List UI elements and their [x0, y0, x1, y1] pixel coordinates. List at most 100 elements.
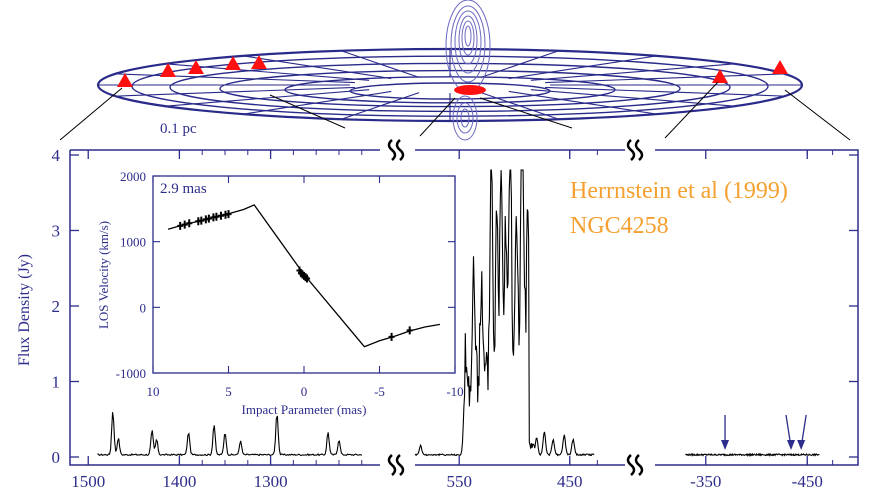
inset-x-tick-label: 5 [225, 384, 232, 399]
disk-spoke [115, 73, 355, 84]
x-tick-label: 1300 [254, 472, 288, 491]
axis-break-stroke [634, 139, 644, 161]
spectrum-trace-redshifted [97, 412, 363, 457]
disk-spoke [243, 55, 392, 80]
axis-break-marker [387, 139, 405, 161]
inset-y-tick-label: -1000 [116, 366, 146, 381]
jet-contour-north [454, 10, 482, 74]
left-axis [69, 150, 380, 466]
feature-arrow-head [797, 440, 806, 450]
connector-lines [59, 81, 851, 141]
disk-spoke [480, 92, 559, 120]
connector-line [269, 94, 346, 129]
x-tick-label: 550 [446, 472, 472, 491]
axis-break-stroke [395, 454, 405, 476]
connector-line [419, 97, 456, 137]
axis-middle [415, 149, 625, 466]
warped-disk-illustration [96, 0, 804, 141]
inset-data-point [181, 220, 188, 229]
x-tick-label: -350 [690, 472, 721, 491]
inset-data-point [304, 274, 311, 283]
y-tick-label: 3 [52, 222, 61, 241]
feature-arrow-head [721, 440, 730, 450]
jet-contour-north [461, 20, 475, 56]
spectrum-trace-blueshifted [685, 452, 820, 457]
jet-contour-north [450, 5, 486, 83]
jet-contour-north [458, 15, 478, 65]
maser-spot [712, 69, 728, 83]
disk-spoke [530, 63, 735, 81]
disk-spoke [545, 86, 785, 97]
jet-contour-south [452, 95, 478, 141]
maser-spot [160, 63, 176, 77]
y-axis-title: Flux Density (Jy) [16, 254, 33, 366]
inset-data-point [225, 210, 232, 219]
inset-data-point [177, 221, 184, 230]
inset-data-point [205, 214, 212, 223]
connector-line [59, 87, 123, 141]
y-tick-label: 0 [52, 448, 61, 467]
rotation-curve-inset: 10 5 0 -5 -10 -1000 0 1000 2000 Impact Parameter … [96, 169, 464, 417]
axis-break-stroke [634, 454, 644, 476]
credit-line-2: NGC4258 [570, 213, 669, 239]
jet-contour-north [464, 25, 472, 47]
credit-block: Herrnstein et al (1999) NGC4258 [570, 178, 788, 239]
inset-x-axis-title: Impact Parameter (mas) [242, 402, 367, 417]
axis-break-stroke [387, 139, 397, 161]
y-tick-label: 4 [52, 146, 61, 165]
credit-line-1: Herrnstein et al (1999) [570, 178, 788, 204]
jet-contour-south [460, 108, 470, 128]
connector-line [784, 89, 851, 141]
scale-bar-label: 0.1 pc [160, 121, 197, 137]
axis-break-marker [387, 454, 405, 476]
axis-break-marker [626, 454, 644, 476]
inset-scale-label: 2.9 mas [160, 181, 207, 197]
inset-y-tick-label: 2000 [120, 169, 146, 184]
disk-spoke [243, 90, 392, 115]
inset-y-axis-title: LOS Velocity (km/s) [96, 221, 111, 329]
disk-spoke [115, 86, 355, 97]
axis-break-stroke [626, 139, 636, 161]
systemic-maser-cluster [454, 85, 486, 95]
connector-line [479, 97, 573, 129]
disk-spoke [508, 90, 657, 115]
x-tick-label: 450 [557, 472, 583, 491]
connector-line [664, 81, 719, 139]
spectrum-traces [97, 169, 820, 457]
inset-y-tick-label: 1000 [120, 235, 146, 250]
disk-spoke [545, 73, 785, 84]
disk-spoke [341, 50, 420, 78]
spectrum-trace-systemic [414, 169, 595, 457]
disk-spoke [508, 55, 657, 80]
maser-spot [772, 60, 788, 74]
axis-break-stroke [395, 139, 405, 161]
inset-data-point [186, 219, 193, 228]
axis-break-marker [626, 139, 644, 161]
feature-arrow-head [787, 440, 796, 450]
y-tick-label: 2 [52, 297, 61, 316]
jet-contour-south [456, 102, 474, 134]
inset-data-point [406, 326, 413, 335]
x-tick-label: 1400 [162, 472, 196, 491]
x-tick-label: 1500 [71, 472, 105, 491]
axis-right [655, 149, 859, 466]
disk-spoke [480, 50, 559, 78]
disk-spoke [530, 89, 735, 107]
inset-y-tick-label: 0 [140, 300, 147, 315]
inset-x-tick-label: 0 [301, 384, 308, 399]
maser-spot [188, 60, 204, 74]
axis-break-stroke [387, 454, 397, 476]
maser-spot [225, 56, 241, 70]
inset-data-point [388, 332, 395, 341]
y-tick-label: 1 [52, 373, 61, 392]
inset-x-tick-label: 10 [147, 384, 160, 399]
maser-spot [251, 55, 267, 69]
disk-spoke [165, 89, 370, 107]
spectrum-ticks: 0 1 2 3 4 1500 1400 1300 550 450 -350 -450 [52, 146, 858, 491]
inset-x-tick-label: -5 [374, 384, 385, 399]
axis-break-stroke [626, 454, 636, 476]
inset-x-tick-label: -10 [446, 384, 463, 399]
maser-spot [117, 73, 133, 87]
inset-data-point [198, 216, 205, 225]
